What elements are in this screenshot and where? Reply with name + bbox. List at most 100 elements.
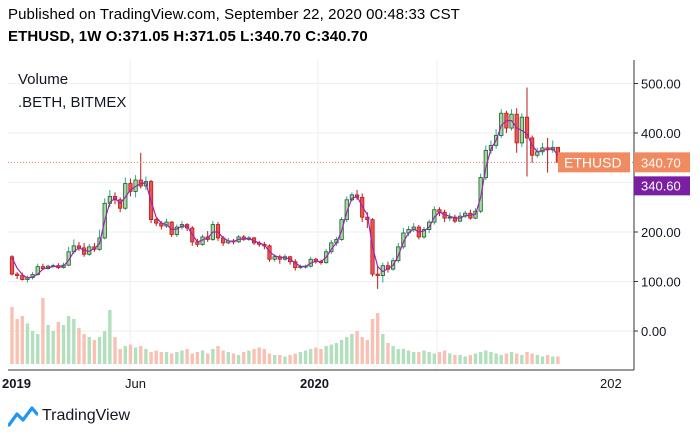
candle-body [9, 256, 15, 275]
volume-bar [169, 353, 174, 364]
volume-bar [51, 331, 55, 364]
volume-bar [180, 350, 184, 364]
volume-bar [144, 349, 148, 364]
volume-bar [278, 355, 282, 364]
volume-bar [350, 334, 354, 364]
volume-bar [66, 316, 71, 364]
volume-bar [509, 352, 514, 364]
volume-bar [396, 349, 400, 364]
volume-bar [525, 352, 529, 364]
volume-bar [139, 346, 143, 364]
volume-bar [515, 353, 519, 364]
volume-bar [206, 353, 210, 364]
volume-bar [334, 343, 339, 364]
volume-bar [257, 347, 261, 364]
candle-body [128, 183, 133, 192]
volume-bar [355, 331, 359, 364]
volume-bar [365, 340, 370, 364]
tradingview-footer[interactable]: TradingView [8, 405, 130, 427]
volume-bar [242, 352, 246, 364]
volume-bar [61, 325, 66, 364]
volume-bar [298, 352, 303, 364]
volume-bar [324, 346, 328, 364]
volume-bar [267, 353, 272, 364]
volume-bar [417, 352, 421, 364]
volume-bar [118, 349, 122, 364]
candles [9, 87, 561, 289]
volume-bar [345, 337, 349, 364]
volume-bar [540, 356, 545, 364]
symbol-ohlc-line: ETHUSD, 1W O:371.05 H:371.05 L:340.70 C:… [8, 28, 368, 45]
volume-bar [535, 355, 539, 364]
volume-bar [262, 349, 267, 364]
volume-bar [458, 355, 462, 364]
ma-value-tag [634, 176, 690, 196]
volume-bar [46, 325, 50, 364]
volume-bar [293, 353, 297, 364]
volume-bar [92, 340, 97, 364]
volume-bar [108, 310, 112, 364]
volume-bar [82, 334, 86, 364]
x-tick-label: Jun [125, 376, 146, 391]
volume-bar [272, 355, 277, 364]
candle-body [215, 224, 221, 239]
volume-bar [113, 337, 117, 364]
axes: 500.00400.00300.00200.00100.000.00ETHUSD… [2, 77, 690, 391]
candle-body [375, 273, 380, 276]
legend-volume: Volume [18, 71, 69, 88]
candle-body [452, 216, 458, 222]
candle-body [447, 216, 452, 219]
volume-bar [401, 349, 406, 364]
volume-bar [149, 352, 153, 364]
volume-bar [370, 319, 375, 364]
volume-bar [97, 337, 102, 364]
volume-bar [484, 350, 488, 364]
volume-bar [448, 353, 452, 364]
volume-bar [556, 356, 560, 364]
volume-bar [283, 356, 287, 364]
volume-bar [427, 352, 431, 364]
volume-bar [154, 350, 158, 364]
volume-bar [391, 346, 395, 364]
candle-body [154, 219, 159, 224]
volume-bar [247, 350, 251, 364]
volume-bar [494, 353, 498, 364]
volume-bar [77, 328, 81, 364]
volume-bar [195, 352, 200, 364]
symbol-tag [558, 152, 630, 173]
last-price-tag [634, 152, 690, 173]
volume-bar [489, 352, 493, 364]
ma-line [11, 119, 559, 279]
legend-source: .BETH, BITMEX [18, 94, 127, 111]
y-tick-label: 0.00 [641, 324, 666, 339]
candle-body [174, 226, 179, 235]
volume-bar [381, 334, 385, 364]
tradingview-logo-icon [8, 406, 38, 427]
volume-bar [422, 350, 426, 364]
volume-bar [30, 331, 35, 364]
volume-bar [545, 355, 550, 364]
y-tick-label: 100.00 [641, 275, 681, 290]
volume-bar [175, 352, 179, 364]
volume-bars [10, 298, 560, 364]
volume-bar [10, 307, 14, 364]
volume-bar [226, 352, 230, 364]
volume-bar [87, 337, 91, 364]
candle-body [427, 221, 432, 230]
grid [8, 60, 634, 370]
x-tick-label: 202 [600, 376, 622, 391]
last-price-label: 340.70 [641, 155, 681, 170]
volume-bar [412, 352, 416, 364]
volume-bar [386, 343, 390, 364]
chart-frame [8, 60, 635, 371]
volume-bar [36, 334, 40, 364]
volume-bar [520, 355, 524, 364]
symbol-tag-label: ETHUSD [564, 154, 622, 170]
volume-bar [288, 355, 292, 364]
volume-bar [432, 353, 436, 364]
candle-body [344, 199, 349, 221]
volume-bar [133, 347, 138, 364]
volume-bar [375, 313, 380, 364]
volume-bar [236, 355, 241, 364]
